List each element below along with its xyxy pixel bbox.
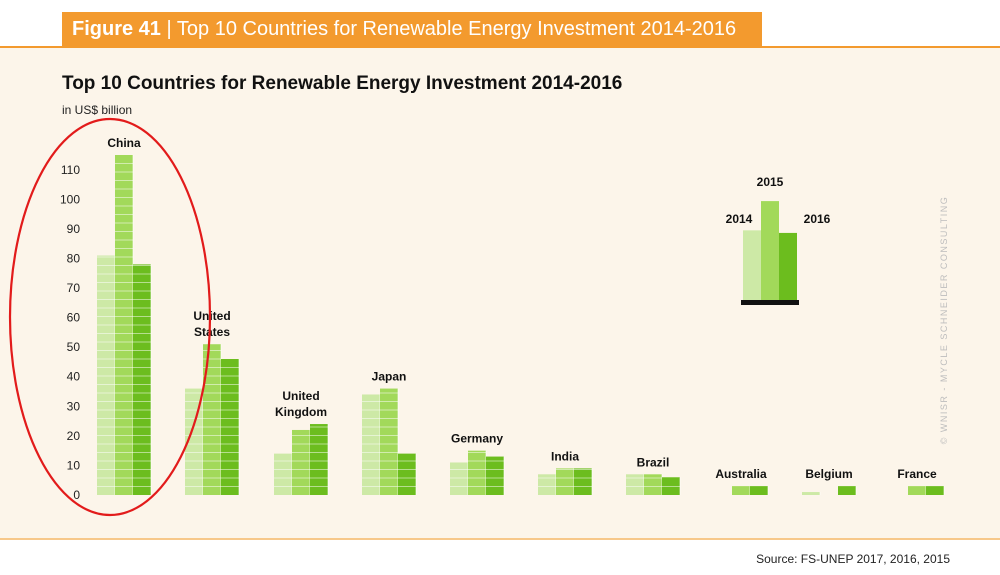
y-tick-label: 80 bbox=[67, 251, 81, 265]
category-label: Germany bbox=[451, 432, 503, 446]
y-tick-label: 20 bbox=[67, 429, 81, 443]
figure-separator: | bbox=[166, 18, 172, 40]
y-tick-label: 70 bbox=[67, 281, 81, 295]
credit-text: © WNISR - MYCLE SCHNEIDER CONSULTING bbox=[939, 195, 949, 445]
figure-banner-text: Figure 41 | Top 10 Countries for Renewab… bbox=[72, 18, 736, 41]
category-label: United Kingdom bbox=[275, 389, 327, 419]
bar-2016 bbox=[838, 486, 856, 495]
legend-label-2016: 2016 bbox=[804, 212, 831, 226]
y-tick-label: 10 bbox=[67, 458, 81, 472]
y-tick-label: 50 bbox=[67, 340, 81, 354]
bars-layer bbox=[97, 155, 945, 495]
y-axis: 0 10 20 30 40 50 60 70 80 90 100 110 bbox=[60, 163, 80, 502]
panel-bottom-rule bbox=[0, 538, 1000, 540]
bar-2015 bbox=[203, 344, 221, 495]
bar-2016 bbox=[133, 264, 151, 495]
legend-label-2014: 2014 bbox=[726, 212, 753, 226]
bar-2014 bbox=[274, 453, 292, 495]
bar-2015 bbox=[908, 486, 926, 495]
y-tick-label: 100 bbox=[60, 192, 80, 206]
y-tick-label: 30 bbox=[67, 399, 81, 413]
bar-2016 bbox=[574, 468, 592, 495]
bar-2014 bbox=[450, 462, 468, 495]
y-tick-label: 40 bbox=[67, 370, 81, 384]
unit-label: in US$ billion bbox=[62, 103, 133, 117]
bar-2015 bbox=[644, 474, 662, 495]
category-labels: China United States United Kingdom Japan Germa… bbox=[107, 136, 937, 481]
figure-number: Figure 41 bbox=[72, 18, 161, 40]
y-tick-label: 60 bbox=[67, 311, 81, 325]
legend-swatch-2015 bbox=[761, 201, 779, 300]
category-label: India bbox=[551, 449, 579, 463]
bar-2015 bbox=[380, 388, 398, 495]
chart-title: Top 10 Countries for Renewable Energy In… bbox=[62, 73, 623, 94]
bar-2014 bbox=[626, 474, 644, 495]
bar-2016 bbox=[310, 424, 328, 495]
category-label: United States bbox=[193, 309, 230, 339]
y-tick-label: 90 bbox=[67, 222, 81, 236]
legend-swatch-2014 bbox=[743, 230, 761, 300]
bar-2016 bbox=[926, 486, 944, 495]
legend-swatch-2016 bbox=[779, 232, 797, 300]
bar-2015 bbox=[468, 450, 486, 495]
category-label: France bbox=[897, 467, 937, 481]
bar-2016 bbox=[398, 453, 416, 495]
bar-2015 bbox=[732, 486, 750, 495]
category-label: Japan bbox=[372, 370, 407, 384]
y-tick-label: 110 bbox=[61, 163, 80, 177]
category-label: Australia bbox=[715, 467, 767, 481]
bar-2016 bbox=[750, 486, 768, 495]
bar-2016 bbox=[486, 456, 504, 495]
y-tick-label: 0 bbox=[73, 488, 80, 502]
figure-banner: Figure 41 | Top 10 Countries for Renewab… bbox=[62, 12, 762, 46]
bar-2014 bbox=[538, 474, 556, 495]
bar-2014 bbox=[185, 388, 203, 495]
category-label: Brazil bbox=[637, 455, 670, 469]
figure-banner-title: Top 10 Countries for Renewable Energy In… bbox=[176, 18, 737, 40]
bar-2015 bbox=[556, 468, 574, 495]
legend: 2014 2015 2016 bbox=[726, 175, 831, 305]
bar-2015 bbox=[292, 429, 310, 495]
category-label: Belgium bbox=[805, 467, 852, 481]
legend-label-2015: 2015 bbox=[757, 175, 784, 189]
bar-2014 bbox=[802, 492, 820, 495]
category-label: China bbox=[107, 136, 141, 150]
legend-baseline bbox=[741, 300, 799, 305]
highlight-ellipse bbox=[8, 117, 212, 517]
source-note: Source: FS-UNEP 2017, 2016, 2015 bbox=[756, 552, 950, 566]
